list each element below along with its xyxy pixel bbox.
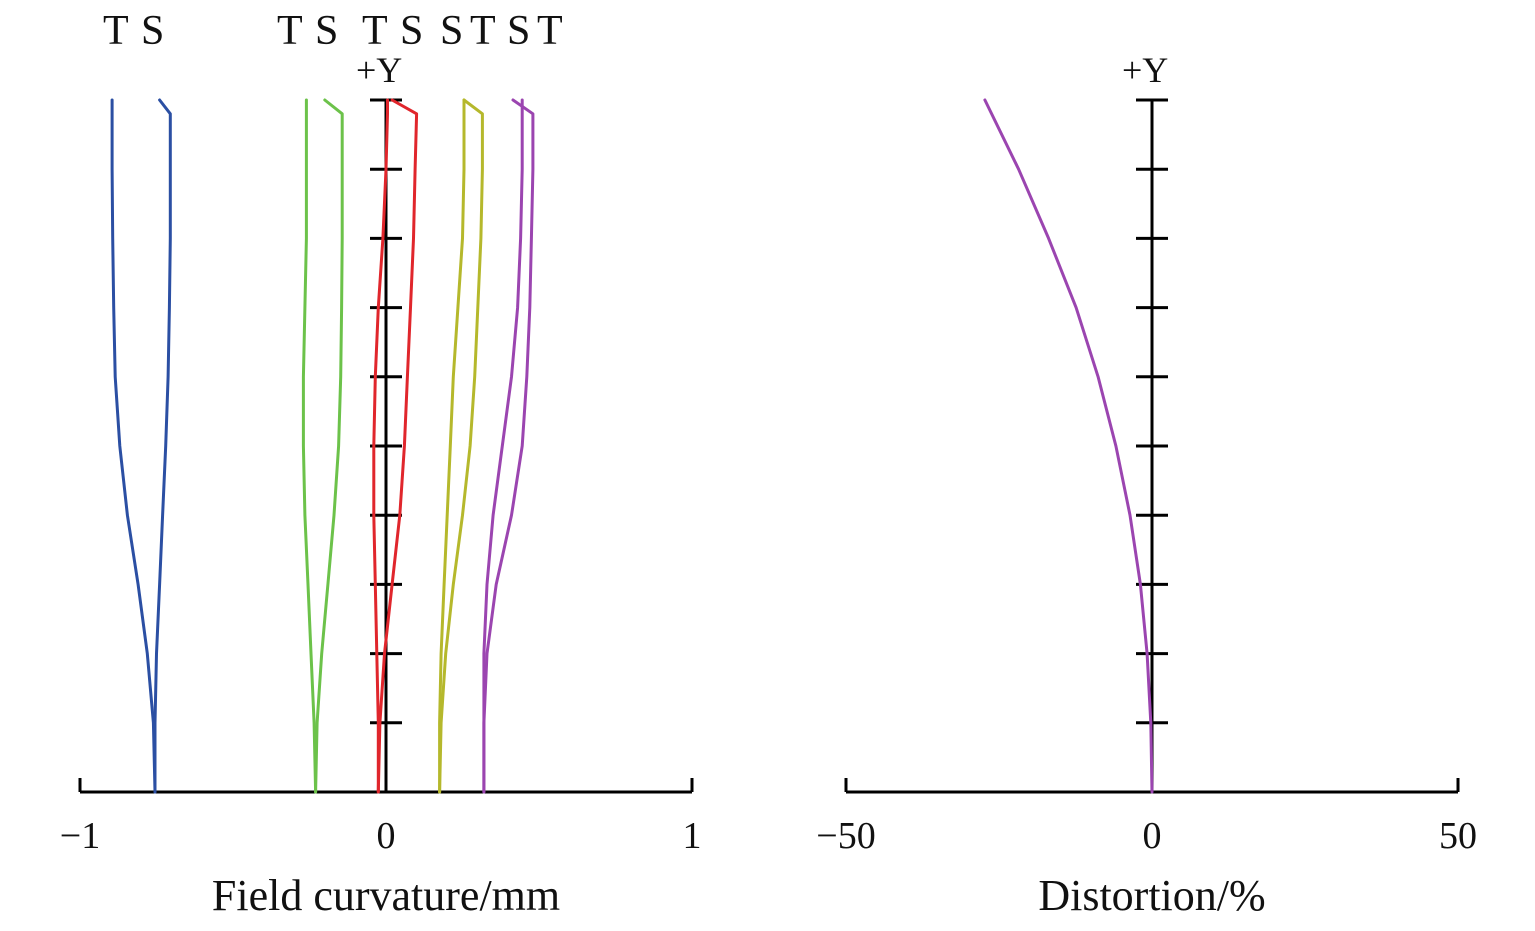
legend-label: T — [362, 8, 388, 54]
x-axis-title: Field curvature/mm — [212, 871, 560, 920]
legend-label: T — [470, 8, 496, 54]
series-line-2 — [301, 98, 318, 794]
series-line-8 — [482, 98, 524, 794]
series-line-7 — [438, 98, 484, 794]
x-tick-label: −50 — [816, 815, 875, 857]
series-line-5 — [376, 98, 419, 794]
series-line-6 — [438, 98, 466, 794]
distortion-chart: −50 0 50 +Y Distortion/% — [816, 50, 1477, 920]
x-tick-label: 1 — [683, 815, 702, 857]
series-line-0 — [110, 98, 157, 794]
x-tick-label: 50 — [1439, 815, 1477, 857]
y-axis-label: +Y — [1122, 50, 1168, 90]
series-line-3 — [314, 98, 344, 794]
x-axis-title: Distortion/% — [1038, 871, 1265, 920]
legend-label: S — [141, 8, 164, 54]
legend-label: S — [507, 8, 530, 54]
legend-label: S — [400, 8, 423, 54]
series-line-1 — [153, 98, 172, 794]
y-axis-label-text: +Y — [356, 50, 402, 90]
series-line-4 — [372, 98, 389, 794]
x-tick-label: 0 — [1143, 815, 1162, 857]
legend-label: T — [277, 8, 303, 54]
y-axis-label: +Y — [356, 50, 402, 90]
series-line-0 — [983, 98, 1154, 794]
legend-label: S — [440, 8, 463, 54]
y-axis-label-text: +Y — [1122, 50, 1168, 90]
legend-label: T — [537, 8, 563, 54]
x-tick-label: −1 — [60, 815, 100, 857]
series-line-9 — [482, 98, 535, 794]
legend-label: S — [315, 8, 338, 54]
legend-label: T — [103, 8, 129, 54]
x-tick-label: 0 — [377, 815, 396, 857]
